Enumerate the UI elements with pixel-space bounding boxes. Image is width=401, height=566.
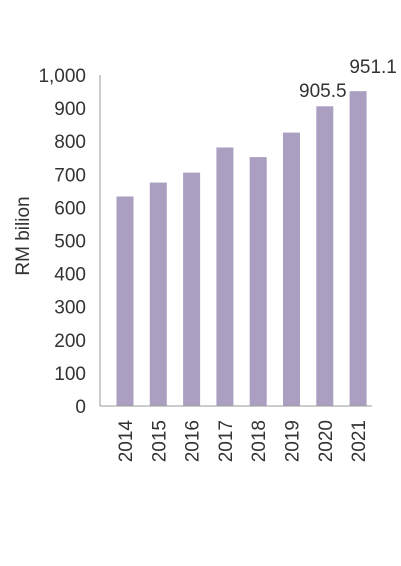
bar — [249, 157, 267, 406]
y-tick-label: 400 — [54, 265, 86, 286]
x-tick-label: 2017 — [216, 420, 237, 462]
y-axis-title: RM bilion — [13, 196, 34, 275]
y-tick-label: 1,000 — [38, 66, 86, 87]
x-tick-label: 2019 — [283, 420, 304, 462]
bar — [183, 172, 201, 406]
y-tick-label: 0 — [75, 397, 86, 418]
x-tick-label: 2014 — [116, 420, 137, 463]
x-tick-label: 2015 — [149, 420, 170, 462]
x-tick-label: 2021 — [349, 420, 370, 462]
x-tick-label: 2018 — [249, 420, 270, 462]
bar — [283, 132, 300, 406]
bar — [316, 106, 334, 406]
bar — [149, 182, 167, 406]
y-tick-label: 900 — [54, 99, 86, 120]
x-axis-ticks: 2014 2015 2016 2017 2018 2019 2020 2021 — [116, 420, 370, 463]
bars — [116, 91, 367, 406]
y-tick-label: 600 — [54, 198, 86, 219]
y-tick-label: 300 — [54, 298, 86, 319]
y-tick-label: 700 — [54, 165, 86, 186]
bar — [116, 196, 134, 406]
data-label: 905.5 — [299, 81, 347, 102]
y-tick-label: 500 — [54, 232, 86, 253]
y-tick-label: 100 — [54, 364, 86, 385]
x-tick-label: 2016 — [183, 420, 204, 462]
y-axis-ticks: 0 100 200 300 400 500 600 700 800 900 1,000 — [38, 66, 86, 418]
x-tick-label: 2020 — [316, 420, 337, 462]
bar — [216, 147, 234, 406]
bar — [349, 91, 367, 406]
data-label: 951.1 — [349, 57, 397, 78]
y-tick-label: 200 — [54, 331, 86, 352]
y-tick-label: 800 — [54, 132, 86, 153]
